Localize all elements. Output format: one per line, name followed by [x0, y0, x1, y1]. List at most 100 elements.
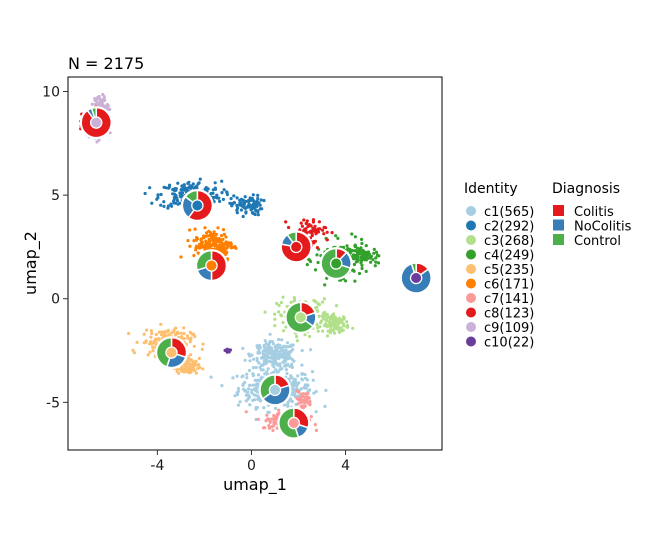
- point-c1: [268, 339, 272, 344]
- point-c1: [258, 365, 262, 369]
- point-c1: [314, 410, 318, 414]
- point-c1: [241, 382, 245, 386]
- point-c2: [159, 203, 163, 207]
- identity-legend: Identity c1(565)c2(292)c3(268)c4(249)c5(…: [464, 181, 534, 351]
- point-c1: [288, 344, 292, 349]
- point-c1: [255, 356, 259, 361]
- identity-legend-label: c3(268): [484, 234, 534, 249]
- point-c7: [256, 417, 260, 421]
- point-c6: [221, 245, 225, 249]
- point-c5: [190, 332, 194, 336]
- point-c3: [316, 302, 320, 306]
- point-c6: [218, 238, 222, 242]
- point-c2: [150, 201, 154, 205]
- point-c3: [328, 317, 332, 321]
- point-c6: [225, 250, 229, 254]
- point-c1: [257, 397, 261, 401]
- point-c2: [238, 198, 242, 202]
- point-c2: [243, 195, 247, 199]
- point-c1: [292, 359, 296, 363]
- point-c4: [374, 256, 378, 260]
- point-c3: [316, 326, 320, 330]
- point-c5: [145, 328, 149, 332]
- identity-legend-label: c1(565): [484, 205, 534, 220]
- pie-c5: [154, 336, 188, 370]
- point-c1: [286, 402, 290, 407]
- point-c4: [360, 263, 364, 267]
- point-c1: [247, 394, 251, 398]
- identity-legend-label: c7(141): [484, 292, 534, 307]
- point-c3: [345, 323, 350, 328]
- point-c1: [278, 350, 282, 354]
- point-c1: [260, 355, 265, 359]
- point-c5: [190, 359, 194, 363]
- point-c4: [341, 245, 346, 249]
- point-c5: [142, 332, 146, 336]
- identity-legend-key: [466, 278, 476, 289]
- point-c7: [265, 413, 269, 417]
- point-c2: [164, 186, 168, 190]
- point-c6: [226, 241, 230, 245]
- point-c4: [363, 255, 367, 259]
- point-c4: [364, 269, 368, 273]
- point-c5: [194, 371, 198, 375]
- point-c2: [256, 197, 260, 201]
- point-c2: [244, 211, 248, 215]
- point-c7: [307, 401, 311, 405]
- point-c8: [299, 221, 303, 225]
- point-c2: [174, 188, 178, 192]
- point-c2: [217, 196, 221, 200]
- point-c3: [341, 315, 346, 319]
- point-c1: [266, 347, 270, 351]
- point-c3: [321, 300, 325, 304]
- point-c1: [283, 403, 287, 407]
- point-c3: [279, 300, 283, 305]
- point-c1: [248, 403, 252, 407]
- point-c1: [247, 387, 251, 391]
- identity-legend-key: [466, 235, 476, 245]
- point-c3: [314, 300, 318, 304]
- point-c1: [241, 346, 245, 350]
- point-c3: [322, 314, 326, 318]
- point-c7: [309, 415, 313, 419]
- point-c3: [323, 310, 327, 315]
- point-c1: [293, 388, 297, 392]
- point-c5: [182, 336, 186, 341]
- identity-legend-label: c4(249): [484, 249, 534, 264]
- point-c1: [243, 388, 247, 393]
- point-c3: [345, 320, 349, 324]
- point-c6: [204, 240, 208, 244]
- point-c8: [324, 226, 328, 230]
- point-c6: [204, 234, 208, 238]
- point-c4: [360, 266, 364, 271]
- identity-legend-title: Identity: [464, 181, 518, 197]
- point-c1: [323, 404, 327, 408]
- point-c3: [316, 329, 320, 333]
- point-c2: [218, 199, 222, 203]
- pie-c7: [277, 406, 311, 440]
- point-c1: [290, 399, 294, 404]
- point-c2: [221, 197, 225, 201]
- point-c3: [326, 323, 330, 327]
- point-c6: [201, 244, 205, 248]
- point-c1: [246, 390, 250, 394]
- diagnosis-legend-label: Colitis: [574, 205, 614, 220]
- point-c5: [157, 330, 161, 334]
- point-c2: [166, 186, 171, 190]
- point-c7: [313, 423, 317, 427]
- point-c4: [353, 244, 357, 248]
- point-c2: [260, 207, 264, 211]
- point-c2: [187, 180, 191, 184]
- point-c8: [287, 225, 291, 230]
- point-c4: [374, 250, 379, 254]
- point-c2: [213, 181, 217, 185]
- point-c3: [273, 317, 277, 321]
- point-c6: [202, 234, 206, 238]
- point-c1: [281, 353, 285, 357]
- point-c4: [336, 236, 340, 240]
- y-tick-label: -5: [46, 395, 60, 411]
- point-c6: [194, 238, 198, 242]
- point-c1: [303, 384, 307, 389]
- point-c2: [162, 204, 166, 208]
- point-c5: [180, 335, 184, 339]
